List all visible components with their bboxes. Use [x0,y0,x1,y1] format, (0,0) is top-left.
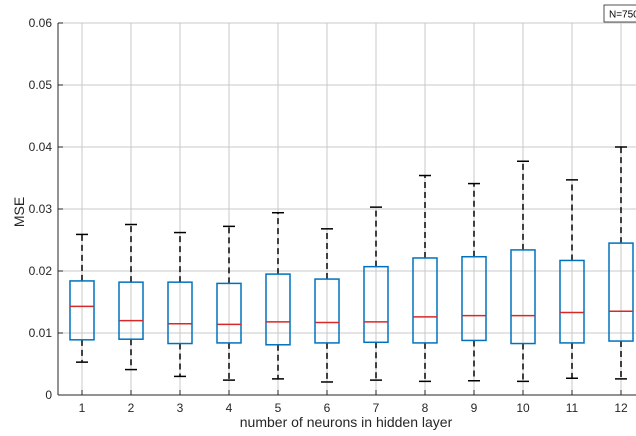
box-9 [461,182,487,382]
x-tick-label: 4 [226,401,233,415]
box-2 [118,223,144,371]
y-tick-label: 0.04 [29,140,53,154]
box-3 [167,231,193,378]
box-5 [265,211,291,380]
y-tick-label: 0.05 [29,78,53,92]
box-iqr [216,282,242,344]
box-iqr [412,257,438,344]
box-7 [363,206,389,381]
box-iqr [265,273,291,346]
y-tick-labels: 0 0.01 0.02 0.03 0.04 0.05 0.06 [29,16,53,402]
grid-layer [58,22,636,395]
y-tick-label: 0.06 [29,16,53,30]
y-tick-label: 0.03 [29,202,53,216]
y-tick-label: 0 [45,388,52,402]
box-iqr [363,265,389,344]
y-tick-label: 0.02 [29,264,53,278]
x-tick-label: 7 [373,401,380,415]
box-iqr [510,249,536,345]
y-axis-title: MSE [11,197,27,227]
x-tick-label: 9 [471,401,478,415]
box-10 [510,160,536,383]
axis-layer [57,22,636,396]
x-tick-label: 12 [614,401,628,415]
sample-size-label: N=750 [609,10,636,21]
box-11 [559,179,585,380]
x-tick-label: 2 [128,401,135,415]
x-tick-label: 3 [177,401,184,415]
x-tick-label: 6 [324,401,331,415]
box-iqr [118,281,144,340]
box-4 [216,225,242,381]
box-iqr [461,255,487,342]
x-tick-label: 1 [79,401,86,415]
box-8 [412,174,438,383]
x-tick-label: 10 [516,401,530,415]
box-iqr [167,281,193,345]
box-iqr [314,278,340,344]
x-axis-title: number of neurons in hidden layer [240,414,453,430]
box-iqr [559,259,585,344]
x-tick-labels: 1 2 3 4 5 6 7 8 9 10 11 12 [79,401,628,415]
box-1 [69,233,95,363]
box-6 [314,228,340,383]
x-tick-label: 8 [422,401,429,415]
box-layer [69,146,634,383]
x-tick-label: 5 [275,401,282,415]
box-iqr [69,280,95,341]
box-12 [608,146,634,380]
y-tick-label: 0.01 [29,326,53,340]
box-iqr [608,242,634,342]
x-tick-label: 11 [566,401,579,415]
sample-size-annotation: N=750 [603,4,636,23]
